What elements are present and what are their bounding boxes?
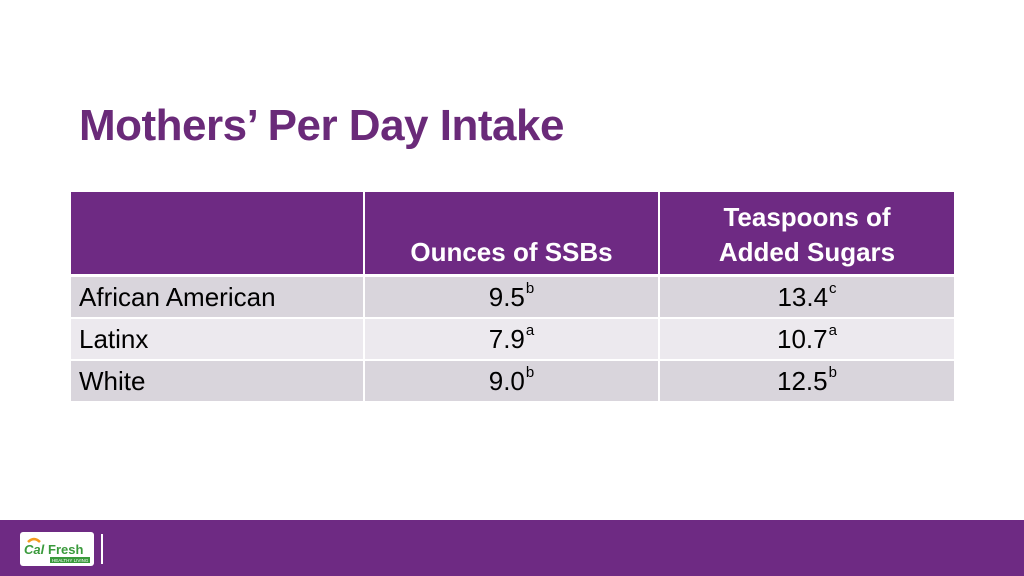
- ssb-ounces-cell: 9.5b: [364, 275, 660, 319]
- header-teaspoons-added-sugars: Teaspoons of Added Sugars: [659, 192, 954, 277]
- added-sugars-cell: 12.5b: [659, 360, 954, 403]
- row-label: White: [71, 360, 365, 403]
- added-sugars-cell: 13.4c: [659, 275, 954, 319]
- header-empty: [71, 192, 365, 277]
- footer-bar: Cal Fresh HEALTHY LIVING: [0, 520, 1024, 576]
- intake-table: Ounces of SSBs Teaspoons of Added Sugars…: [71, 192, 954, 403]
- table-header-row: Ounces of SSBs Teaspoons of Added Sugars: [71, 192, 954, 277]
- slide-title: Mothers’ Per Day Intake: [79, 101, 564, 150]
- ssb-ounces-value: 7.9: [488, 323, 525, 354]
- ssb-ounces-value: 9.5: [488, 281, 525, 312]
- added-sugars-value: 12.5: [777, 365, 828, 396]
- ssb-ounces-superscript: b: [525, 279, 535, 297]
- added-sugars-superscript: a: [828, 321, 837, 339]
- table-row: Latinx 7.9a 10.7a: [71, 318, 954, 361]
- ssb-ounces-superscript: b: [525, 363, 535, 381]
- header-ounces-of-ssbs: Ounces of SSBs: [364, 192, 660, 277]
- ssb-ounces-value: 9.0: [488, 365, 525, 396]
- table-row: White 9.0b 12.5b: [71, 360, 954, 403]
- ssb-ounces-cell: 7.9a: [364, 318, 660, 361]
- row-label: Latinx: [71, 318, 365, 361]
- table-row: African American 9.5b 13.4c: [71, 275, 954, 319]
- added-sugars-cell: 10.7a: [659, 318, 954, 361]
- added-sugars-superscript: c: [829, 279, 837, 297]
- added-sugars-superscript: b: [828, 363, 837, 381]
- svg-text:Cal: Cal: [24, 542, 45, 557]
- added-sugars-value: 13.4: [777, 281, 829, 312]
- header-teaspoons-added-sugars-text: Teaspoons of Added Sugars: [718, 202, 896, 267]
- ssb-ounces-cell: 9.0b: [364, 360, 660, 403]
- svg-text:HEALTHY LIVING: HEALTHY LIVING: [52, 558, 89, 563]
- row-label: African American: [71, 275, 365, 319]
- svg-text:Fresh: Fresh: [48, 542, 83, 557]
- added-sugars-value: 10.7: [777, 323, 828, 354]
- calfresh-logo-icon: Cal Fresh HEALTHY LIVING: [20, 532, 94, 566]
- footer-divider: [101, 534, 103, 564]
- ssb-ounces-superscript: a: [525, 321, 535, 339]
